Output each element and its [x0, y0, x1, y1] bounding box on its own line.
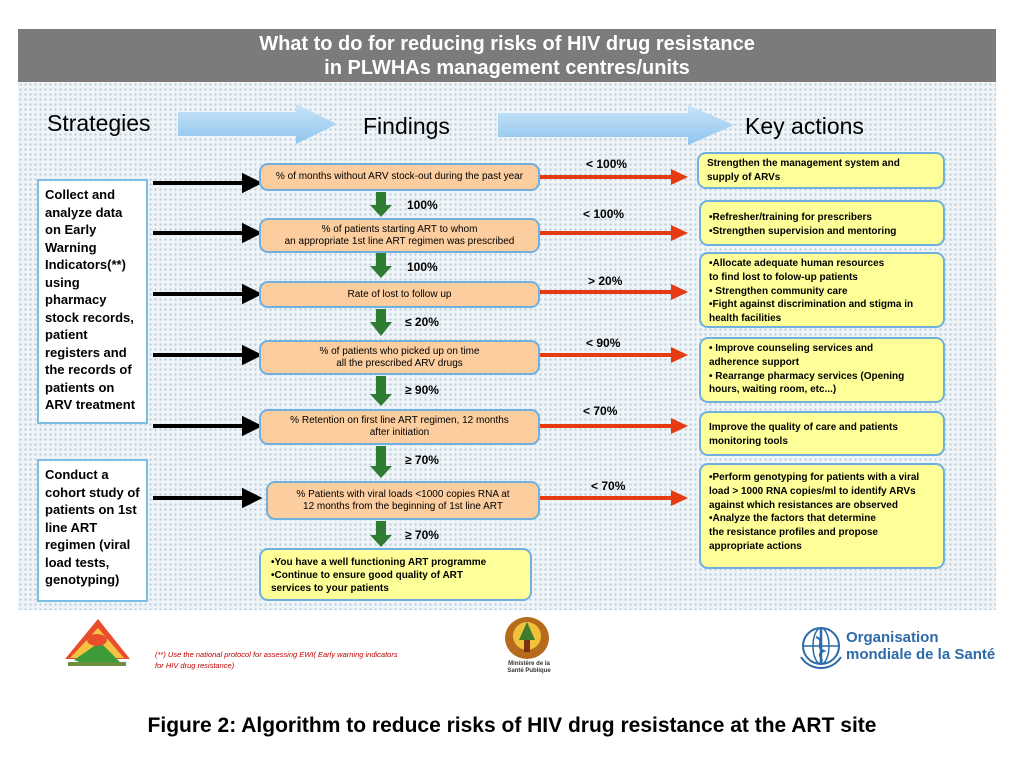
right-threshold-1: < 100% — [586, 157, 628, 171]
strategy-box-cohort: Conduct a cohort study of patients on 1s… — [37, 459, 148, 602]
finding-stock-out: % of months without ARV stock-out during… — [259, 163, 540, 191]
down-arrow-1 — [370, 192, 392, 217]
action-quality-of-care: Improve the quality of care and patients… — [699, 411, 945, 456]
right-threshold-5: < 70% — [583, 404, 618, 418]
ministry-seal-logo — [505, 617, 549, 659]
action-human-resources: •Allocate adequate human resources to fi… — [699, 252, 945, 328]
footnote: (**) Use the national protocol for asses… — [155, 649, 398, 671]
down-arrow-2 — [370, 253, 392, 278]
right-arrow-1 — [540, 169, 688, 185]
finding-appropriate-regimen: % of patients starting ART to whom an ap… — [259, 218, 540, 253]
right-arrow-2 — [540, 225, 688, 241]
action-genotyping: •Perform genotyping for patients with a … — [699, 463, 945, 569]
strategy-box-ewi: Collect and analyze data on Early Warnin… — [37, 179, 148, 424]
right-arrow-4 — [540, 347, 688, 363]
down-arrow-5 — [370, 446, 392, 478]
national-emblem-logo — [65, 619, 130, 666]
strategies-to-findings-arrow — [178, 104, 337, 144]
down-threshold-2: 100% — [407, 260, 438, 274]
down-threshold-6: ≥ 70% — [405, 528, 439, 542]
down-arrow-6 — [370, 521, 392, 547]
finding-lost-to-follow-up: Rate of lost to follow up — [259, 281, 540, 308]
action-counseling-pharmacy: • Improve counseling services and adhere… — [699, 337, 945, 403]
right-threshold-4: < 90% — [586, 336, 621, 350]
findings-heading: Findings — [363, 113, 450, 139]
header-title-line1: What to do for reducing risks of HIV dru… — [259, 33, 755, 55]
ministry-line1: Ministère de la — [508, 661, 550, 667]
ministry-line2: Santé Publique — [507, 668, 551, 674]
right-threshold-3: > 20% — [588, 274, 623, 288]
right-arrow-6 — [540, 490, 688, 506]
down-threshold-1: 100% — [407, 198, 438, 212]
page-header: What to do for reducing risks of HIV dru… — [18, 29, 996, 82]
findings-to-actions-arrow — [498, 105, 734, 145]
right-threshold-6: < 70% — [591, 479, 626, 493]
right-arrow-5 — [540, 418, 688, 434]
action-training-supervision: •Refresher/training for prescribers •Str… — [699, 200, 945, 246]
finding-retention: % Retention on first line ART regimen, 1… — [259, 409, 540, 445]
finding-picked-up-on-time: % of patients who picked up on time all … — [259, 340, 540, 375]
footnote-line2: for HIV drug resistance) — [155, 661, 235, 670]
strategies-heading: Strategies — [47, 110, 151, 136]
who-line2: mondiale de la Santé — [846, 646, 996, 663]
down-threshold-5: ≥ 70% — [405, 453, 439, 467]
key-actions-heading: Key actions — [745, 113, 864, 139]
header-title-line2: in PLWHAs management centres/units — [324, 57, 690, 79]
right-arrow-3 — [540, 284, 688, 300]
down-arrow-3 — [370, 309, 392, 336]
down-threshold-4: ≥ 90% — [405, 383, 439, 397]
right-threshold-2: < 100% — [583, 207, 625, 221]
footnote-line1: (**) Use the national protocol for asses… — [155, 650, 398, 659]
action-management-system: Strengthen the management system and sup… — [697, 152, 945, 189]
down-threshold-3: ≤ 20% — [405, 315, 439, 329]
down-arrow-4 — [370, 376, 392, 406]
finding-viral-load: % Patients with viral loads <1000 copies… — [266, 481, 540, 520]
figure-caption: Figure 2: Algorithm to reduce risks of H… — [147, 714, 877, 737]
who-emblem-logo — [800, 627, 842, 669]
finding-well-functioning: •You have a well functioning ART program… — [259, 548, 532, 601]
who-wordmark: Organisation mondiale de la Santé — [846, 629, 995, 663]
who-line1: Organisation — [846, 629, 939, 646]
ministry-caption: Ministère de la Santé Publique — [484, 661, 574, 675]
